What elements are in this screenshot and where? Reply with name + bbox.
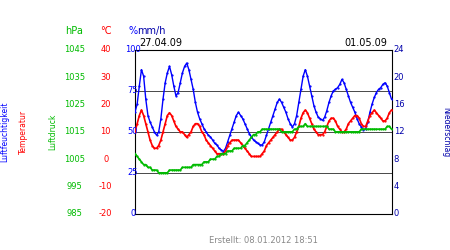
Text: 20: 20 [100, 100, 111, 109]
Text: %: % [128, 26, 137, 36]
Text: 100: 100 [125, 46, 140, 54]
Text: 01.05.09: 01.05.09 [344, 38, 387, 48]
Text: 75: 75 [127, 86, 138, 96]
Text: Niederschlag: Niederschlag [441, 107, 450, 157]
Text: 12: 12 [394, 127, 404, 136]
Text: -10: -10 [99, 182, 112, 191]
Text: 1045: 1045 [64, 46, 85, 54]
Text: 0: 0 [130, 209, 135, 218]
Text: 1005: 1005 [64, 155, 85, 164]
Text: Luftdruck: Luftdruck [49, 114, 58, 150]
Text: 4: 4 [394, 182, 399, 191]
Text: 24: 24 [394, 46, 404, 54]
Text: 25: 25 [127, 168, 138, 177]
Text: 40: 40 [100, 46, 111, 54]
Text: 50: 50 [127, 127, 138, 136]
Text: 16: 16 [394, 100, 405, 109]
Text: 1035: 1035 [64, 73, 85, 82]
Text: 995: 995 [66, 182, 82, 191]
Text: -20: -20 [99, 209, 112, 218]
Text: 1025: 1025 [64, 100, 85, 109]
Text: Temperatur: Temperatur [19, 110, 28, 154]
Text: °C: °C [100, 26, 112, 36]
Text: Erstellt: 08.01.2012 18:51: Erstellt: 08.01.2012 18:51 [209, 236, 318, 245]
Text: 8: 8 [394, 155, 399, 164]
Text: Luftfeuchtigkeit: Luftfeuchtigkeit [0, 102, 9, 162]
Text: 10: 10 [100, 127, 111, 136]
Text: mm/h: mm/h [137, 26, 166, 36]
Text: 30: 30 [100, 73, 111, 82]
Text: 0: 0 [103, 155, 108, 164]
Text: 20: 20 [394, 73, 404, 82]
Text: 985: 985 [66, 209, 82, 218]
Text: 0: 0 [394, 209, 399, 218]
Text: 1015: 1015 [64, 127, 85, 136]
Text: 27.04.09: 27.04.09 [140, 38, 183, 48]
Text: hPa: hPa [65, 26, 83, 36]
